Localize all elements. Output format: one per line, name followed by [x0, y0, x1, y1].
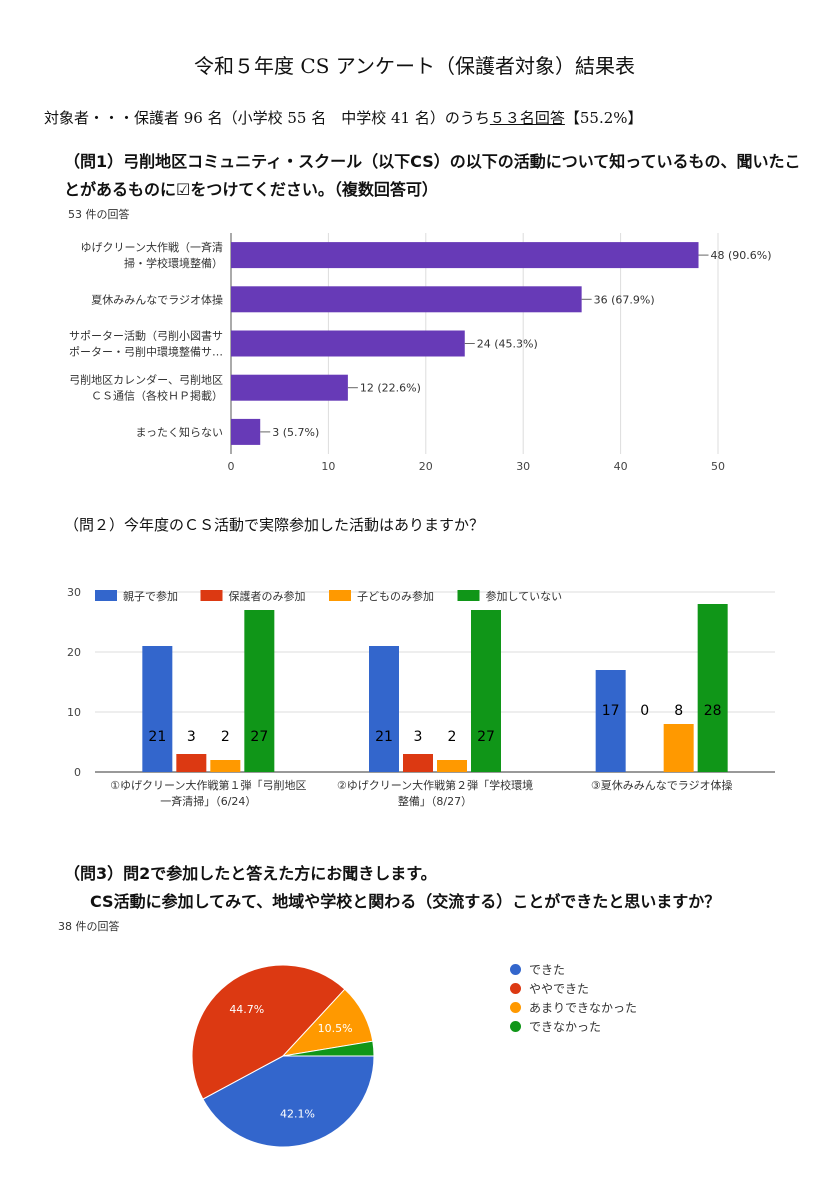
q3-line2: CS活動に参加してみて、地域や学校と関わる（交流する）ことができたと思いますか？	[90, 892, 721, 911]
bar	[142, 646, 173, 772]
category-label: 弓削地区カレンダー、弓削地区	[69, 373, 223, 387]
data-label: 12 (22.6%)	[360, 382, 421, 395]
bar	[403, 754, 433, 772]
data-label: 21	[148, 729, 166, 745]
slice-label: 44.7%	[229, 1003, 264, 1016]
q3-pie-legend: できたややできたあまりできなかった できなかった	[510, 960, 637, 1036]
legend-item: あまりできなかった	[510, 998, 637, 1017]
legend-label: あまりできなかった	[529, 1001, 638, 1015]
bar	[231, 374, 348, 401]
bar	[231, 242, 699, 269]
legend-label: 保護者のみ参加	[229, 589, 306, 603]
x-tick-label: 50	[711, 460, 725, 473]
bar	[595, 670, 626, 772]
bar	[210, 760, 241, 772]
category-label: ポーター・弓削中環境整備サ…	[69, 345, 223, 359]
slice-label: 10.5%	[318, 1022, 353, 1035]
x-tick-label: 10	[321, 460, 335, 473]
q3-pie-chart: 42.1% 44.7% 10.5%	[191, 964, 375, 1148]
q3-response-count: 38 件の回答	[58, 920, 120, 933]
category-label: 掃・学校環境整備）	[124, 256, 223, 270]
pie-slice	[282, 1040, 375, 1057]
subject-rate: 【55.2%】	[564, 109, 643, 127]
legend-label: できなかった	[529, 1020, 602, 1034]
data-label: 2	[221, 729, 230, 745]
category-label: ②ゆげクリーン大作戦第２弾「学校環境	[337, 778, 533, 792]
legend-item: ややできた	[510, 979, 637, 998]
bar	[471, 610, 501, 772]
legend-dot	[510, 964, 521, 975]
data-label: 3	[187, 729, 196, 745]
bar	[437, 760, 467, 772]
q3-line1: （問3）問2で参加したと答えた方にお聞きします。	[64, 864, 437, 883]
legend-label: 参加していない	[486, 589, 563, 603]
bar	[176, 754, 207, 772]
data-label: 24 (45.3%)	[477, 338, 538, 351]
bar	[244, 610, 275, 772]
category-label: ＣＳ通信（各校ＨＰ掲載）	[91, 389, 223, 403]
legend-label: 親子で参加	[123, 589, 178, 603]
data-label: 27	[477, 729, 495, 745]
data-label: 3	[414, 729, 423, 745]
bar	[697, 604, 728, 772]
legend-label: ややできた	[529, 982, 590, 996]
legend-label: 子どものみ参加	[357, 589, 434, 603]
pie-slice	[191, 964, 346, 1100]
data-label: 3 (5.7%)	[272, 426, 319, 439]
legend-item: できなかった	[510, 1017, 637, 1036]
legend-item: できた	[510, 960, 637, 979]
x-tick-label: 20	[419, 460, 433, 473]
data-label: 28	[704, 703, 722, 719]
q1-response-count: 53 件の回答	[68, 208, 130, 221]
q2-question: （問２）今年度のＣＳ活動で実際参加した活動はありますか？	[64, 516, 485, 534]
data-label: 2	[448, 729, 457, 745]
q1-line1: （問1）弓削地区コミュニティ・スクール（以下CS）の以下の活動について知っている…	[64, 152, 801, 171]
bar	[231, 418, 261, 445]
legend-dot	[510, 1021, 521, 1032]
x-tick-label: 0	[228, 460, 235, 473]
q1-line2: とがあるものに☑をつけてください。（複数回答可）	[64, 180, 438, 199]
pie-slice	[202, 1055, 375, 1148]
y-tick-label: 20	[67, 646, 81, 659]
y-tick-label: 0	[74, 766, 81, 779]
y-tick-label: 30	[67, 586, 81, 599]
legend-dot	[510, 983, 521, 994]
bar	[231, 330, 465, 357]
category-label: サポーター活動（弓削小図書サ	[69, 329, 223, 343]
bar	[231, 286, 582, 313]
category-label: ゆげクリーン大作戦（一斉清	[81, 240, 223, 254]
category-label: 整備」（8/27）	[398, 794, 472, 808]
subject-prefix: 対象者・・・保護者 96 名（小学校 55 名 中学校 41 名）のうち	[44, 109, 490, 127]
y-tick-label: 10	[67, 706, 81, 719]
category-label: ③夏休みみんなでラジオ体操	[591, 778, 733, 792]
legend-dot	[510, 1002, 521, 1013]
legend-swatch	[200, 590, 223, 601]
data-label: 21	[375, 729, 393, 745]
category-label: ①ゆげクリーン大作戦第１弾「弓削地区	[110, 778, 306, 792]
data-label: 8	[674, 703, 683, 719]
legend-swatch	[457, 590, 480, 601]
category-label: 夏休みみんなでラジオ体操	[91, 292, 223, 306]
data-label: 17	[602, 703, 620, 719]
data-label: 36 (67.9%)	[594, 293, 655, 306]
page-title: 令和５年度 CS アンケート（保護者対象）結果表	[194, 54, 635, 78]
data-label: 48 (90.6%)	[711, 249, 772, 262]
bar	[663, 724, 694, 772]
legend-label: できた	[529, 963, 566, 977]
x-tick-label: 40	[614, 460, 628, 473]
q1-bar-chart: 0 10 20 30 40 50 48 (90.6%) ゆげクリーン大作戦（一斉清掃・学校環境…	[69, 233, 772, 473]
legend-swatch	[95, 590, 117, 601]
data-label: 27	[250, 729, 268, 745]
data-label: 0	[640, 703, 649, 719]
survey-subject: 対象者・・・保護者 96 名（小学校 55 名 中学校 41 名）のうち５３名回…	[44, 107, 643, 128]
category-label: まったく知らない	[135, 425, 223, 439]
bar	[369, 646, 399, 772]
category-label: 一斉清掃」（6/24）	[160, 794, 256, 808]
legend-swatch	[329, 590, 351, 601]
subject-responses: ５３名回答	[489, 109, 565, 127]
slice-label: 42.1%	[280, 1107, 315, 1120]
x-tick-label: 30	[516, 460, 530, 473]
